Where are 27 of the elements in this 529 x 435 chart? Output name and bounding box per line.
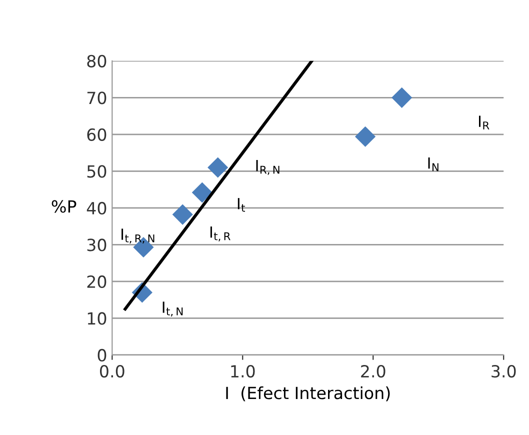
- annotation: I$_{R,N}$: [256, 160, 280, 175]
- x-tick-label: 1.0: [231, 364, 255, 378]
- point: [354, 126, 376, 147]
- annotation: I$_{t}$: [238, 198, 245, 212]
- annotation: I$_{t,N}$: [162, 302, 183, 317]
- x-axis-title: I (Efect Interaction): [226, 386, 390, 402]
- y-tick-label: 50: [87, 165, 106, 178]
- annotation: I$_{t,R,N}$: [122, 228, 154, 244]
- point: [208, 157, 228, 178]
- y-tick-label: 80: [87, 54, 106, 68]
- point: [392, 87, 412, 108]
- y-tick-label: 0: [98, 348, 106, 362]
- x-tick-label: 2.0: [361, 364, 386, 378]
- annotation: I$_{R}$: [479, 116, 490, 130]
- point: [192, 182, 212, 203]
- x-tick-label: 0.0: [100, 364, 124, 378]
- y-tick-label: 40: [86, 202, 106, 214]
- point: [172, 204, 193, 225]
- annotation: I$_{N}$: [428, 157, 438, 172]
- y-tick-label: 10: [88, 312, 106, 325]
- y-tick-label: 60: [87, 128, 106, 141]
- y-tick-label: 70: [87, 92, 106, 104]
- y-tick-label: 30: [87, 238, 106, 252]
- y-axis-title: %P: [52, 200, 76, 213]
- x-tick-label: 3.0: [492, 364, 516, 378]
- y-tick-label: 20: [87, 275, 106, 288]
- annotation: I$_{t,R}$: [210, 226, 230, 242]
